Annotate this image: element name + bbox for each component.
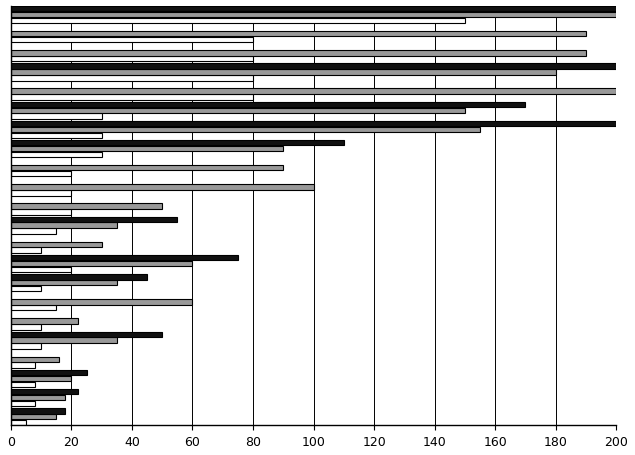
Bar xyxy=(11,32,586,37)
Bar xyxy=(11,274,147,280)
Bar xyxy=(11,370,86,375)
Bar xyxy=(11,242,102,248)
Bar xyxy=(11,13,616,18)
Bar xyxy=(11,395,65,400)
Bar xyxy=(11,338,117,343)
Bar xyxy=(11,70,556,76)
Bar xyxy=(11,64,616,70)
Bar xyxy=(11,420,26,425)
Bar xyxy=(11,57,253,62)
Bar xyxy=(11,172,72,177)
Bar xyxy=(11,267,72,273)
Bar xyxy=(11,414,57,420)
Bar xyxy=(11,318,77,324)
Bar xyxy=(11,305,57,311)
Bar xyxy=(11,38,253,43)
Bar xyxy=(11,114,102,120)
Bar xyxy=(11,376,72,381)
Bar xyxy=(11,166,283,171)
Bar xyxy=(11,108,465,114)
Bar xyxy=(11,210,72,215)
Bar xyxy=(11,204,162,209)
Bar xyxy=(11,217,177,222)
Bar xyxy=(11,280,117,286)
Bar xyxy=(11,133,102,139)
Bar xyxy=(11,147,283,152)
Bar xyxy=(11,324,41,330)
Bar xyxy=(11,19,465,24)
Bar xyxy=(11,299,192,305)
Bar xyxy=(11,389,77,394)
Bar xyxy=(11,127,480,133)
Bar xyxy=(11,401,35,406)
Bar xyxy=(11,191,72,196)
Bar xyxy=(11,51,586,56)
Bar xyxy=(11,363,35,368)
Bar xyxy=(11,121,616,127)
Bar xyxy=(11,102,525,108)
Bar xyxy=(11,141,344,146)
Bar xyxy=(11,7,616,12)
Bar xyxy=(11,89,616,95)
Bar xyxy=(11,95,253,101)
Bar xyxy=(11,382,35,387)
Bar xyxy=(11,332,162,337)
Bar xyxy=(11,261,192,267)
Bar xyxy=(11,152,102,158)
Bar xyxy=(11,248,41,253)
Bar xyxy=(11,408,65,414)
Bar xyxy=(11,223,117,228)
Bar xyxy=(11,229,57,234)
Bar xyxy=(11,185,314,190)
Bar xyxy=(11,357,59,362)
Bar xyxy=(11,255,238,261)
Bar xyxy=(11,76,253,81)
Bar xyxy=(11,286,41,292)
Bar xyxy=(11,344,41,349)
